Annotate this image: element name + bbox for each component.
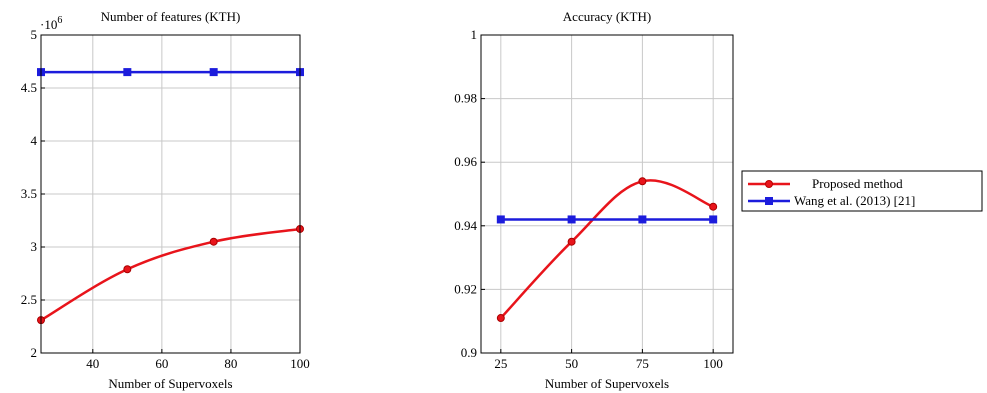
- accuracy-chart: 25 50 75 100 0.9 0.92 0.94 0.96 0.98 1 Accuracy (…: [454, 9, 734, 391]
- y-tick-label: 0.96: [454, 154, 477, 169]
- data-point-circle: [638, 177, 647, 186]
- y-tick-label: 0.9: [461, 345, 477, 360]
- y-tick-label: 3.5: [21, 186, 37, 201]
- features-chart-scale-note: ·106: [40, 15, 62, 32]
- data-point-square: [709, 215, 718, 224]
- legend-square-marker: [765, 197, 773, 205]
- y-tick-label: 4.5: [21, 80, 37, 95]
- accuracy-chart-title: Accuracy (KTH): [563, 9, 651, 24]
- legend-label-wang: Wang et al. (2013) [21]: [794, 193, 915, 208]
- y-tick-label: 0.98: [454, 91, 477, 106]
- data-point-square: [209, 68, 218, 77]
- y-tick-label: 4: [31, 133, 38, 148]
- accuracy-chart-xlabel: Number of Supervoxels: [545, 376, 669, 391]
- x-tick-label: 50: [565, 356, 578, 371]
- features-chart-xlabel: Number of Supervoxels: [108, 376, 232, 391]
- y-tick-label: 0.92: [454, 281, 477, 296]
- y-tick-label: 5: [31, 27, 38, 42]
- legend-entry-wang: Wang et al. (2013) [21]: [748, 193, 915, 208]
- data-point-square: [567, 215, 576, 224]
- data-point-circle: [567, 237, 576, 246]
- y-tick-label: 0.94: [454, 218, 477, 233]
- y-tick-label: 2.5: [21, 292, 37, 307]
- y-tick-label: 3: [31, 239, 38, 254]
- series-line-0: [40, 227, 301, 322]
- series-line-0: [499, 179, 714, 319]
- legend-circle-marker: [765, 180, 773, 188]
- y-tick-label: 2: [31, 345, 38, 360]
- data-point-square: [638, 215, 647, 224]
- y-tick-label: 1: [471, 27, 478, 42]
- chart-legend: Proposed method Wang et al. (2013) [21]: [741, 170, 983, 212]
- legend-box: [741, 170, 983, 212]
- x-tick-label: 100: [290, 356, 310, 371]
- x-tick-label: 25: [494, 356, 507, 371]
- data-point-circle: [496, 314, 505, 323]
- features-chart-title: Number of features (KTH): [101, 9, 241, 24]
- data-point-square: [496, 215, 505, 224]
- legend-label-proposed: Proposed method: [812, 176, 903, 191]
- features-chart: 40 60 80 100 2 2.5 3 3.5 4 4.5 5 Number of feature…: [21, 9, 310, 391]
- legend-entry-proposed: Proposed method: [748, 176, 903, 191]
- data-point-circle: [123, 265, 132, 274]
- x-tick-label: 60: [155, 356, 168, 371]
- data-point-circle: [709, 202, 718, 211]
- x-tick-label: 40: [86, 356, 99, 371]
- data-point-square: [123, 68, 132, 77]
- x-tick-label: 80: [224, 356, 237, 371]
- data-point-circle: [209, 237, 218, 246]
- x-tick-label: 75: [636, 356, 649, 371]
- x-tick-label: 100: [703, 356, 723, 371]
